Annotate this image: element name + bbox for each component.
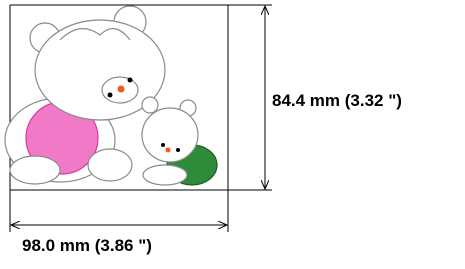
design-preview: 84.4 mm (3.32 ") 98.0 mm (3.86 ")	[0, 0, 465, 269]
width-label: 98.0 mm (3.86 ")	[22, 236, 152, 255]
embroidery-design	[5, 6, 217, 185]
width-dimension: 98.0 mm (3.86 ")	[11, 225, 227, 255]
height-dimension: 84.4 mm (3.32 ")	[265, 6, 402, 189]
height-label: 84.4 mm (3.32 ")	[272, 91, 402, 110]
page: 84.4 mm (3.32 ") 98.0 mm (3.86 ") (() =>…	[0, 0, 465, 269]
